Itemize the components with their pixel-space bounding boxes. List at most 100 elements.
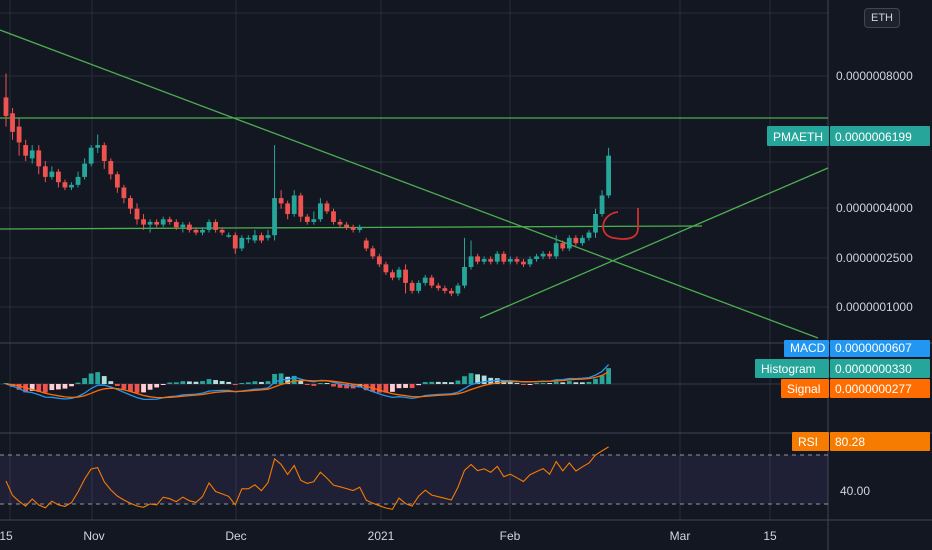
price-axis: 0.0000001000 0.0000002500 0.0000004000 0.00… xyxy=(836,69,913,498)
histogram-bar xyxy=(344,384,349,389)
candle-body xyxy=(331,211,336,222)
candle-body xyxy=(350,227,356,230)
candle-body xyxy=(311,219,317,222)
histogram-bar xyxy=(108,381,114,384)
candle-body xyxy=(226,235,232,237)
histogram-bar xyxy=(586,381,592,384)
histogram-bar xyxy=(95,372,101,384)
candle-body xyxy=(449,290,454,294)
currency-badge[interactable]: ETH xyxy=(864,8,900,28)
candle-body xyxy=(586,232,592,238)
candle-body xyxy=(141,219,146,225)
histogram-bar xyxy=(173,382,179,384)
candle-body xyxy=(147,221,153,225)
candle-body xyxy=(304,216,310,222)
histogram-bar xyxy=(429,381,435,384)
candle-body xyxy=(101,145,107,161)
histogram-bar xyxy=(540,383,546,384)
candle-body xyxy=(494,253,500,262)
candle-body xyxy=(62,182,68,188)
annotation-circle xyxy=(602,208,639,240)
histogram-bar xyxy=(134,384,140,393)
rsi-label: RSI xyxy=(798,435,818,449)
histogram-bar xyxy=(259,381,264,384)
candle-body xyxy=(206,221,212,230)
candle-body xyxy=(187,224,192,230)
candle-body xyxy=(455,285,461,294)
candle-body xyxy=(501,253,507,262)
candle-body xyxy=(121,187,127,199)
candle-body xyxy=(56,171,61,183)
candle-body xyxy=(318,203,323,220)
histogram-bar xyxy=(416,384,422,386)
histogram-bar xyxy=(285,376,291,384)
histogram-bar xyxy=(363,384,369,391)
last-price-label: PMAETH xyxy=(773,130,823,144)
candle-body xyxy=(291,195,297,214)
histogram-bar xyxy=(573,382,579,384)
histogram-bar xyxy=(36,384,42,392)
histogram-bar xyxy=(304,384,310,385)
histogram-bar xyxy=(219,381,225,384)
histogram-bar xyxy=(121,384,127,390)
macd-label: MACD xyxy=(790,341,826,355)
histogram-bar xyxy=(475,374,480,384)
histogram-bar xyxy=(376,384,382,393)
candle-body xyxy=(507,259,513,262)
candle-body xyxy=(259,235,264,241)
candle-body xyxy=(580,237,585,244)
histogram-bar xyxy=(193,381,199,384)
last-price-label-bg xyxy=(767,126,829,146)
last-price-value: 0.0000006199 xyxy=(835,130,912,144)
candle-body xyxy=(69,184,74,188)
histogram-bar xyxy=(3,383,9,384)
candle-body xyxy=(49,171,55,177)
histogram-bar xyxy=(331,384,336,387)
candle-body xyxy=(442,288,448,291)
histogram-bar xyxy=(396,384,402,389)
candle-body xyxy=(10,113,15,132)
candle-body xyxy=(193,229,199,233)
rsi-band xyxy=(0,455,828,504)
candle-body xyxy=(376,256,382,265)
rsi-value-bg xyxy=(830,432,930,451)
candle-body xyxy=(232,235,238,249)
candle-body xyxy=(370,248,376,257)
histogram-bar xyxy=(49,384,55,391)
candle-body xyxy=(245,237,251,240)
rsi-value: 80.28 xyxy=(835,435,865,449)
candle-body xyxy=(285,203,291,214)
candle-body xyxy=(390,272,395,278)
histogram-bar xyxy=(29,384,35,391)
time-tick-label: Feb xyxy=(500,529,521,543)
candle-body xyxy=(298,195,304,217)
histogram-bar xyxy=(75,382,81,384)
candle-body xyxy=(514,259,520,262)
candle-body xyxy=(435,285,441,289)
candle-body xyxy=(128,198,133,209)
macd-label-bg xyxy=(784,340,829,357)
candle-body xyxy=(527,259,533,265)
histogram-bar xyxy=(278,373,284,384)
candle-body xyxy=(383,264,389,273)
candle-body xyxy=(95,145,101,148)
candle-body xyxy=(23,145,29,156)
histogram-bar xyxy=(167,382,173,384)
histogram-bar xyxy=(553,381,559,384)
candle-body xyxy=(422,277,428,283)
candle-body xyxy=(278,198,284,204)
histogram-bar xyxy=(494,378,500,384)
histogram-bar xyxy=(337,384,343,388)
histogram-bar xyxy=(265,381,271,384)
histogram-bar xyxy=(534,383,539,384)
time-tick-label: 15 xyxy=(763,529,777,543)
histogram-bar xyxy=(481,375,487,384)
candle-body xyxy=(521,261,526,265)
candle-body xyxy=(534,256,539,260)
candle-body xyxy=(108,161,114,175)
candle-body xyxy=(488,259,494,262)
histogram-bar xyxy=(69,384,74,387)
histogram-bar xyxy=(580,382,585,384)
histogram-bar xyxy=(16,384,22,390)
